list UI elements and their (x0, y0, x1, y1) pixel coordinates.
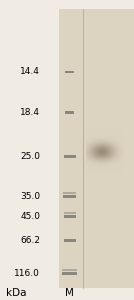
Bar (64, 239, 76, 242)
Text: M: M (65, 288, 74, 298)
Text: 66.2: 66.2 (20, 236, 40, 245)
Text: 116.0: 116.0 (14, 269, 40, 278)
Bar (64, 212, 76, 214)
Bar (65, 111, 74, 114)
Bar (62, 269, 77, 271)
Bar (59, 9, 134, 288)
Text: 14.4: 14.4 (20, 68, 40, 76)
Bar (63, 192, 76, 194)
Text: 25.0: 25.0 (20, 152, 40, 161)
Text: 45.0: 45.0 (20, 212, 40, 221)
Bar (62, 272, 77, 275)
Bar (64, 215, 76, 218)
Bar (64, 155, 76, 158)
Text: 18.4: 18.4 (20, 108, 40, 117)
Bar (63, 195, 76, 198)
Bar (65, 70, 74, 73)
Text: kDa: kDa (6, 288, 26, 298)
Text: 35.0: 35.0 (20, 192, 40, 201)
